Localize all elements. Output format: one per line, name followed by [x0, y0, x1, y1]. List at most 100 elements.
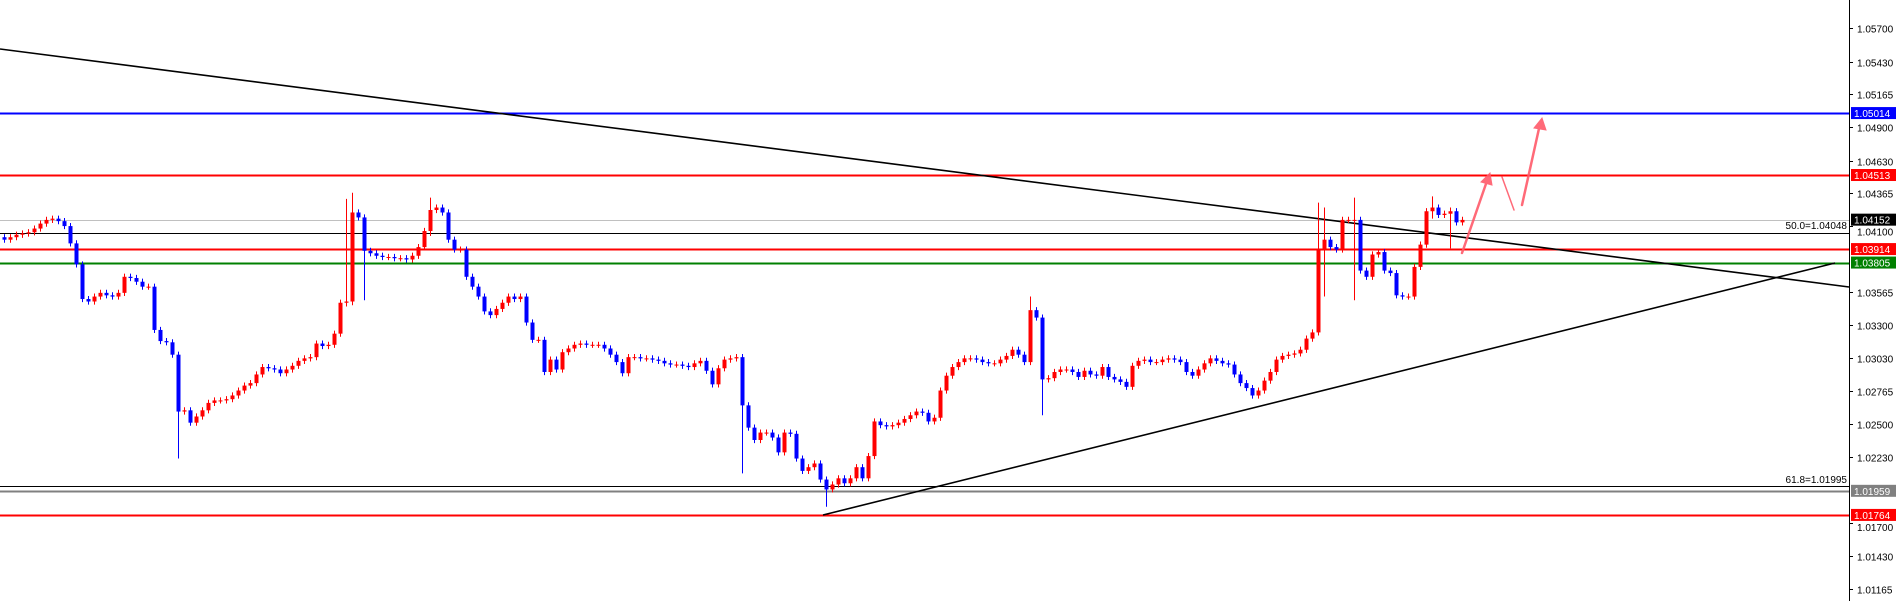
- candle-body: [242, 385, 247, 391]
- candle-body: [872, 421, 877, 457]
- candle: [956, 359, 961, 371]
- candle-body: [1034, 310, 1039, 318]
- candle-body: [86, 299, 91, 302]
- candle: [1316, 202, 1321, 336]
- candle-body: [1412, 266, 1417, 297]
- candle-body: [80, 264, 85, 300]
- candle-body: [488, 311, 493, 316]
- price-tag-label: 1.01764: [1854, 511, 1891, 522]
- candle: [1394, 269, 1399, 299]
- candle-body: [764, 432, 769, 434]
- candle-body: [128, 276, 133, 279]
- forecast-arrow-up-2: [1520, 122, 1542, 207]
- candle-body: [1298, 349, 1303, 354]
- candle: [392, 253, 397, 262]
- candle: [1424, 208, 1429, 248]
- candle-body: [1382, 252, 1387, 271]
- candle-body: [812, 463, 817, 468]
- candle-body: [386, 256, 391, 258]
- candle: [1382, 248, 1387, 274]
- candle-body: [1424, 211, 1429, 245]
- candle: [854, 464, 859, 482]
- candle: [1250, 384, 1255, 399]
- candle-body: [632, 357, 637, 359]
- candle-body: [1280, 355, 1285, 360]
- candle: [62, 218, 67, 230]
- candle: [1418, 241, 1423, 270]
- candle: [1364, 267, 1369, 280]
- candle: [332, 330, 337, 348]
- price-tag-label: 1.04152: [1854, 216, 1891, 227]
- candle: [788, 429, 793, 437]
- tick-label: 1.02230: [1857, 454, 1894, 465]
- candle: [1460, 216, 1465, 226]
- candle-body: [950, 367, 955, 376]
- candle: [950, 363, 955, 379]
- candle-body: [314, 343, 319, 358]
- candle-body: [806, 467, 811, 471]
- candle: [1454, 208, 1459, 226]
- candle: [980, 356, 985, 366]
- candle-body: [866, 456, 871, 479]
- arrowhead-2: [1533, 116, 1547, 131]
- candle-body: [758, 432, 763, 440]
- candle: [284, 366, 289, 377]
- tick-label: 1.04630: [1857, 158, 1894, 169]
- candle-body: [278, 369, 283, 374]
- candle-body: [974, 358, 979, 360]
- candle-body: [644, 358, 649, 360]
- candle-body: [164, 341, 169, 343]
- candle: [122, 273, 127, 296]
- price-axis[interactable]: 1.05700 1.05430 1.05165 1.04900 1.04630 1.043…: [1849, 25, 1894, 597]
- candle-body: [1130, 365, 1135, 387]
- candle-body: [146, 286, 151, 288]
- candle: [1112, 373, 1117, 383]
- candle: [1106, 363, 1111, 381]
- fib-618-label: 61.8=1.01995: [1786, 475, 1848, 486]
- candle-body: [332, 333, 337, 345]
- candle: [398, 255, 403, 262]
- candle: [1202, 360, 1207, 373]
- candle-body: [398, 258, 403, 260]
- candle: [566, 345, 571, 356]
- candle: [1136, 357, 1141, 369]
- descending-trendline[interactable]: [0, 48, 1850, 288]
- candle-body: [914, 411, 919, 416]
- candle: [554, 356, 559, 373]
- ascending-trendline[interactable]: [822, 262, 1836, 516]
- candle: [56, 215, 61, 225]
- candle: [134, 274, 139, 285]
- candle: [1370, 251, 1375, 280]
- candle: [320, 340, 325, 350]
- candle-body: [782, 432, 787, 453]
- candle-body: [1112, 376, 1117, 380]
- candle: [218, 397, 223, 404]
- candle: [1154, 359, 1159, 366]
- price-tag-label: 1.05014: [1854, 109, 1891, 120]
- candle: [104, 289, 109, 299]
- candle: [356, 209, 361, 221]
- candle-body: [446, 212, 451, 240]
- tick-label: 1.01700: [1857, 523, 1894, 534]
- candle-body: [134, 278, 139, 282]
- candle-body: [1352, 219, 1357, 221]
- candle: [488, 308, 493, 319]
- candle-body: [776, 437, 781, 453]
- candle-body: [440, 207, 445, 213]
- candle-body: [92, 296, 97, 302]
- candle-body: [1340, 219, 1345, 250]
- candle: [1220, 357, 1225, 367]
- candle: [644, 355, 649, 362]
- candle-body: [992, 363, 997, 365]
- candle-body: [1232, 364, 1237, 375]
- candle-body: [1166, 358, 1171, 360]
- candle: [1130, 362, 1135, 390]
- candle-body: [824, 479, 829, 490]
- candle-body: [1460, 219, 1465, 223]
- candle-body: [1226, 363, 1231, 365]
- candle-body: [884, 425, 889, 427]
- candle-body: [182, 410, 187, 412]
- candle: [800, 455, 805, 474]
- candle: [92, 293, 97, 305]
